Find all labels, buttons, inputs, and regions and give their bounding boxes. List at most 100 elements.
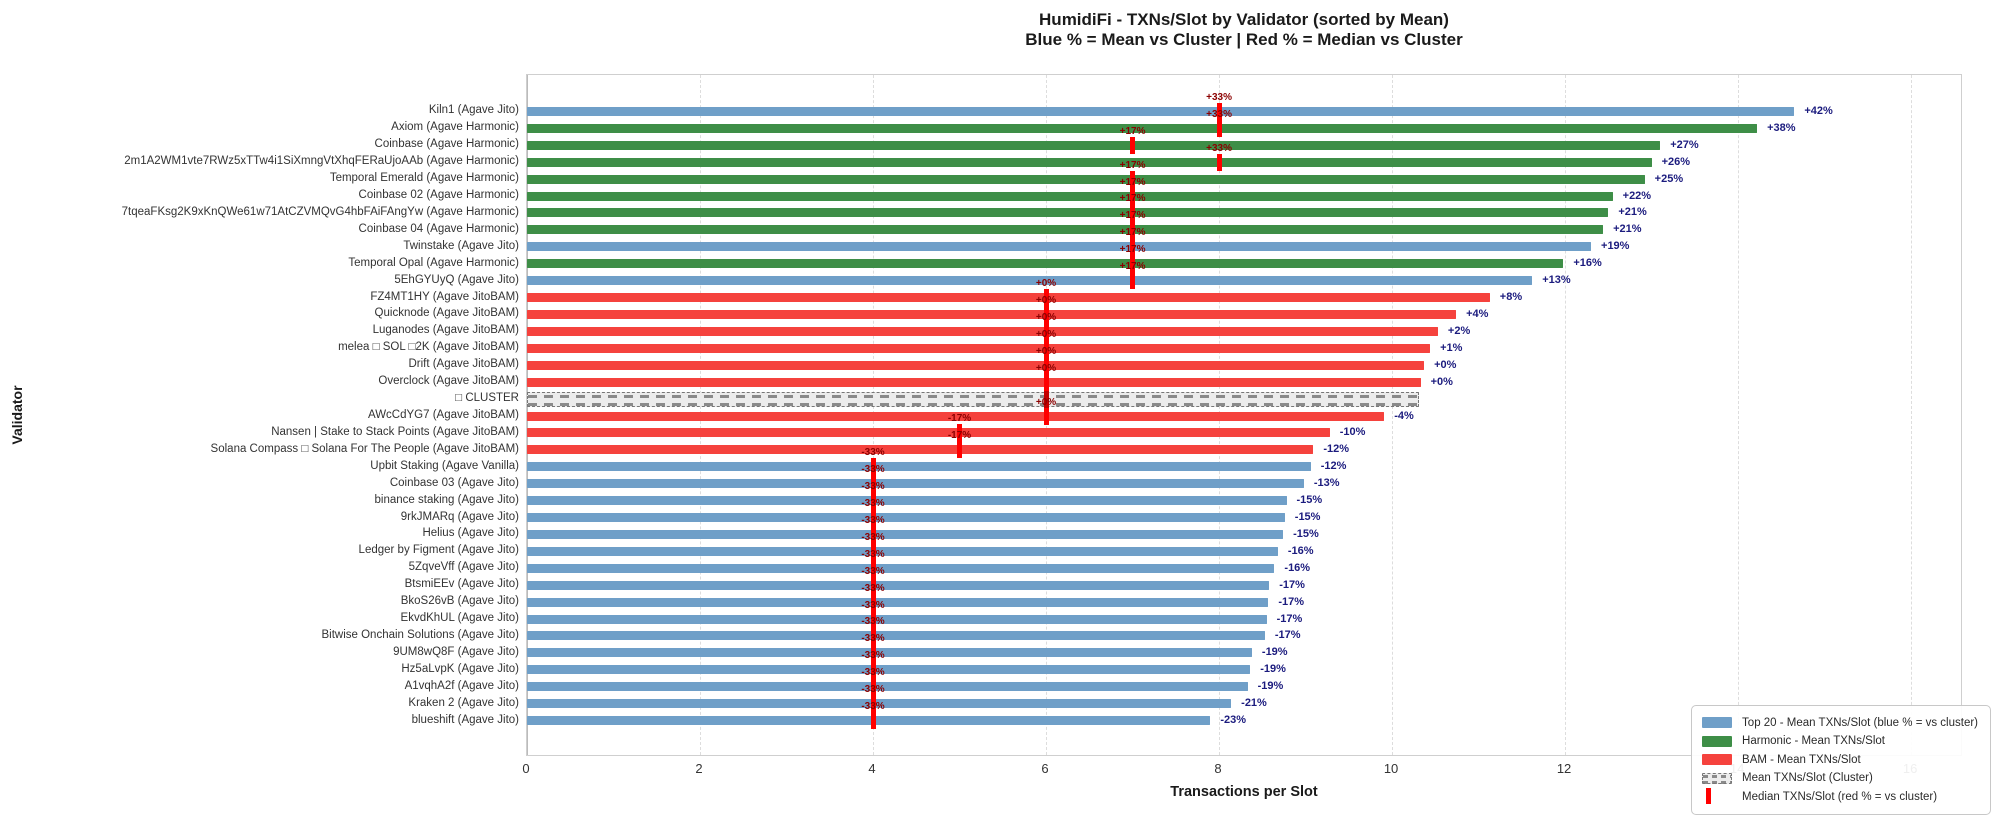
x-tick-label: 4	[868, 761, 876, 776]
mean-vs-cluster-label: -19%	[1260, 663, 1286, 676]
validator-tick-label: 5ZqveVff (Agave Jito)	[408, 561, 519, 574]
median-marker	[1130, 187, 1136, 205]
validator-tick-label: EkvdKhUL (Agave Jito)	[400, 612, 519, 625]
validator-mean-bar	[527, 309, 1457, 319]
validator-tick-label: Nansen | Stake to Stack Points (Agave Ji…	[271, 425, 519, 438]
mean-vs-cluster-label: -15%	[1294, 511, 1321, 523]
median-marker	[870, 627, 876, 645]
median-vs-cluster-label: -17%	[947, 413, 972, 425]
legend-item: Mean TXNs/Slot (Cluster)	[1702, 769, 1978, 788]
validator-mean-bar	[527, 191, 1613, 201]
median-marker	[1043, 390, 1049, 408]
mean-vs-cluster-label: -21%	[1241, 697, 1267, 710]
median-vs-cluster-label: -33%	[861, 548, 885, 560]
mean-vs-cluster-label: -17%	[1279, 578, 1305, 591]
median-vs-cluster-label: -17%	[947, 430, 972, 442]
x-tick-label: 10	[1383, 761, 1399, 776]
median-vs-cluster-label: +0%	[1035, 345, 1057, 357]
median-marker	[957, 424, 963, 442]
mean-vs-cluster-label: +22%	[1622, 189, 1652, 202]
validator-tick-label: melea □ SOL □2K (Agave JitoBAM)	[338, 341, 519, 354]
mean-vs-cluster-label: -19%	[1261, 646, 1288, 659]
validator-tick-label: Luganodes (Agave JitoBAM)	[372, 324, 519, 337]
x-tick-label: 8	[1214, 761, 1222, 776]
validator-mean-bar	[527, 462, 1311, 472]
legend-item: BAM - Mean TXNs/Slot	[1702, 751, 1978, 770]
median-vs-cluster-label: +0%	[1035, 328, 1057, 340]
median-marker	[870, 458, 876, 476]
mean-vs-cluster-label: -10%	[1339, 426, 1366, 439]
median-vs-cluster-label: -33%	[861, 481, 885, 493]
validator-tick-label: Temporal Opal (Agave Harmonic)	[348, 256, 519, 269]
validator-tick-label: Coinbase 03 (Agave Jito)	[389, 476, 519, 489]
validator-tick-label: 9rkJMARq (Agave Jito)	[400, 510, 519, 523]
legend-swatch-harmonic-icon	[1702, 735, 1733, 747]
legend-label: Harmonic - Mean TXNs/Slot	[1742, 735, 1885, 748]
median-marker	[1043, 339, 1049, 357]
mean-vs-cluster-label: +0%	[1430, 375, 1453, 388]
chart-title: HumidiFi - TXNs/Slot by Validator (sorte…	[1039, 10, 1449, 29]
legend-label: Mean TXNs/Slot (Cluster)	[1742, 772, 1873, 785]
validator-tick-label: FZ4MT1HY (Agave JitoBAM)	[370, 290, 519, 303]
median-vs-cluster-label: -33%	[861, 498, 885, 509]
median-marker	[1130, 136, 1136, 154]
x-tick-label: 12	[1556, 761, 1572, 776]
median-marker	[870, 593, 876, 611]
validator-mean-bar	[527, 276, 1533, 286]
median-vs-cluster-label: +0%	[1035, 278, 1057, 290]
validator-mean-bar	[527, 326, 1438, 336]
validator-tick-label: BtsmiEEv (Agave Jito)	[404, 578, 519, 591]
median-vs-cluster-label: +17%	[1119, 227, 1146, 239]
validator-tick-label: A1vqhA2f (Agave Jito)	[404, 679, 519, 692]
median-vs-cluster-label: -33%	[861, 582, 885, 594]
median-vs-cluster-label: +0%	[1035, 311, 1057, 323]
median-vs-cluster-label: +17%	[1119, 210, 1146, 222]
validator-tick-label: Drift (Agave JitoBAM)	[408, 358, 519, 371]
validator-mean-bar	[527, 716, 1211, 726]
validator-tick-label: Twinstake (Agave Jito)	[403, 239, 519, 252]
validator-tick-label: Ledger by Figment (Agave Jito)	[358, 544, 519, 557]
validator-mean-bar	[527, 496, 1287, 506]
mean-vs-cluster-label: +1%	[1440, 341, 1463, 354]
validator-mean-bar	[527, 580, 1270, 590]
validator-mean-bar	[527, 563, 1275, 573]
validator-mean-bar	[527, 293, 1490, 303]
validator-mean-bar	[527, 377, 1421, 387]
legend-swatch-top20-icon	[1702, 717, 1733, 729]
median-vs-cluster-label: -33%	[861, 667, 885, 679]
legend-label: Median TXNs/Slot (red % = vs cluster)	[1742, 790, 1938, 803]
median-vs-cluster-label: -33%	[861, 599, 885, 611]
mean-vs-cluster-label: -12%	[1320, 460, 1347, 473]
legend-item: Harmonic - Mean TXNs/Slot	[1702, 732, 1978, 751]
median-marker	[1130, 170, 1136, 188]
x-tick-label: 0	[522, 761, 530, 776]
validator-mean-bar	[527, 699, 1232, 709]
validator-mean-bar	[527, 614, 1267, 624]
median-vs-cluster-label: +17%	[1119, 159, 1146, 171]
median-marker	[1043, 356, 1049, 374]
validator-tick-label: Coinbase 02 (Agave Harmonic)	[358, 189, 519, 202]
validator-tick-label: Upbit Staking (Agave Vanilla)	[370, 459, 519, 472]
median-marker	[957, 441, 963, 459]
validator-tick-label: Hz5aLvpK (Agave Jito)	[401, 662, 519, 675]
median-marker	[1130, 238, 1136, 256]
mean-vs-cluster-label: +4%	[1466, 307, 1489, 320]
validator-mean-bar	[527, 225, 1604, 235]
validator-tick-label: 7tqeaFKsg2K9xKnQWe61w71AtCZVMQvG4hbFAiFA…	[121, 205, 519, 218]
validator-tick-label: Temporal Emerald (Agave Harmonic)	[329, 172, 519, 185]
median-vs-cluster-label: +17%	[1119, 176, 1146, 188]
median-vs-cluster-label: +0%	[1035, 396, 1057, 408]
median-vs-cluster-label: -33%	[861, 447, 885, 459]
mean-vs-cluster-label: -13%	[1313, 477, 1340, 490]
mean-vs-cluster-label: +21%	[1618, 206, 1647, 219]
median-marker	[870, 678, 876, 696]
gridline	[1392, 75, 1394, 755]
legend-item: Median TXNs/Slot (red % = vs cluster)	[1702, 788, 1978, 807]
mean-vs-cluster-label: +26%	[1661, 155, 1691, 168]
validator-tick-label: 9UM8wQ8F (Agave Jito)	[393, 645, 519, 658]
mean-vs-cluster-label: +42%	[1804, 104, 1833, 117]
legend-swatch-cluster-icon	[1702, 772, 1733, 784]
median-marker	[1130, 272, 1136, 290]
mean-vs-cluster-label: -23%	[1220, 714, 1247, 727]
validator-mean-bar	[527, 123, 1758, 133]
